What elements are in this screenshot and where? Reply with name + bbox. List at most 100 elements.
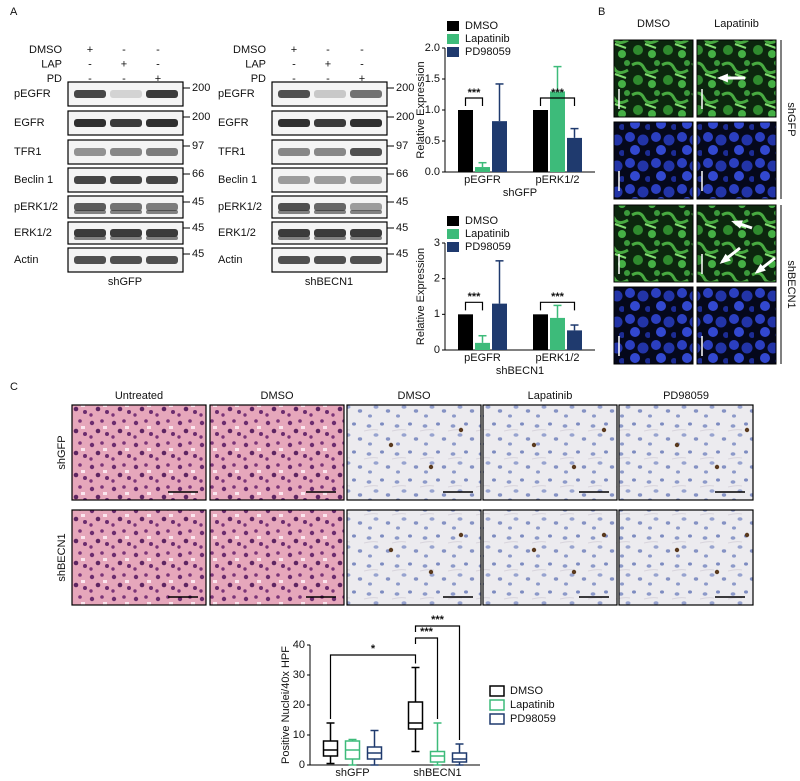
y-axis-label: Relative Expression [415,61,427,158]
condition-label: LAP [245,58,266,70]
condition-sign: - [88,73,92,85]
y-tick-label: 0 [434,344,440,356]
legend-swatch [447,216,459,226]
micrograph [482,509,618,606]
mw-label: 200 [396,111,414,123]
stained-nucleus [714,464,720,470]
significance-label: * [371,643,376,655]
condition-sign: + [121,58,127,70]
blot-band [74,90,106,98]
significance-label: *** [431,614,445,626]
blot-band [278,210,310,214]
condition-sign: - [326,73,330,85]
mw-label: 45 [396,248,408,260]
legend-swatch [447,229,459,239]
blot-band [278,176,310,184]
column-header: Untreated [115,390,163,402]
significance-label: *** [420,626,434,638]
error-bar [570,324,579,331]
bar [458,314,473,350]
condition-sign: + [291,44,297,56]
legend-swatch [447,21,459,31]
condition-sign: + [359,73,365,85]
blot-band [350,236,382,240]
micrograph [613,286,694,365]
blot-band [278,148,310,156]
significance-label: *** [468,87,482,99]
condition-sign: - [88,58,92,70]
legend-swatch [447,242,459,252]
x-tick-label: shGFP [335,767,369,779]
blot-band [110,148,142,156]
panel-label: A [10,6,18,18]
protein-label: EGFR [218,117,249,129]
stained-nucleus [458,532,464,538]
legend-label: PD98059 [465,46,511,58]
blot-band [74,176,106,184]
mw-label: 200 [396,82,414,94]
stained-nucleus [674,547,680,553]
y-tick-label: 3 [434,237,440,249]
blot-band [314,148,346,156]
y-tick-label: 2.0 [425,42,440,54]
arrow-head [754,263,766,274]
x-tick-label: pEGFR [464,174,501,186]
column-header: DMSO [637,18,670,30]
mw-label: 45 [192,222,204,234]
blot-title: shBECN1 [305,276,353,288]
blot-band [314,176,346,184]
x-tick-label: shBECN1 [413,767,461,779]
box [451,752,468,763]
significance-bracket [539,301,576,311]
micrograph [696,121,777,200]
blot-band [146,90,178,98]
legend-label: DMSO [465,20,498,32]
condition-sign: - [156,58,160,70]
protein-label: TFR1 [14,146,42,158]
blot-band [350,148,382,156]
significance-bracket [464,97,484,106]
blot-band [278,236,310,240]
mw-label: 45 [396,196,408,208]
condition-sign: - [360,58,364,70]
blot-band [146,210,178,214]
legend-swatch [489,699,505,711]
blot-band [110,90,142,98]
stained-nucleus [714,569,720,575]
legend-label: PD98059 [465,241,511,253]
bar [550,317,565,350]
blot-band [314,90,346,98]
stained-nucleus [388,442,394,448]
blot-band [278,229,310,237]
significance-bracket [539,97,576,106]
significance-bracket [464,301,484,311]
column-header: Lapatinib [714,18,759,30]
blot-band [146,176,178,184]
blot-band [350,176,382,184]
panel-label: B [598,6,605,18]
protein-label: Beclin 1 [14,174,53,186]
mw-label: 66 [396,168,408,180]
legend-swatch [489,685,505,697]
stained-nucleus [744,427,750,433]
condition-sign: + [325,58,331,70]
micrograph [346,404,482,501]
blot-band [314,203,346,211]
protein-label: Actin [218,254,242,266]
error-bar [495,260,504,304]
condition-sign: - [292,73,296,85]
blot-band [278,119,310,127]
condition-sign: + [155,73,161,85]
condition-sign: - [360,44,364,56]
bar [458,110,473,172]
mw-label: 45 [396,222,408,234]
legend-label: Lapatinib [510,699,555,711]
significance-label: *** [551,291,565,303]
protein-label: pERK1/2 [218,201,262,213]
significance-bracket [414,625,461,740]
bar [533,314,548,350]
blot-band [278,203,310,211]
condition-sign: - [292,58,296,70]
blot-band [146,236,178,240]
bar [492,303,507,350]
